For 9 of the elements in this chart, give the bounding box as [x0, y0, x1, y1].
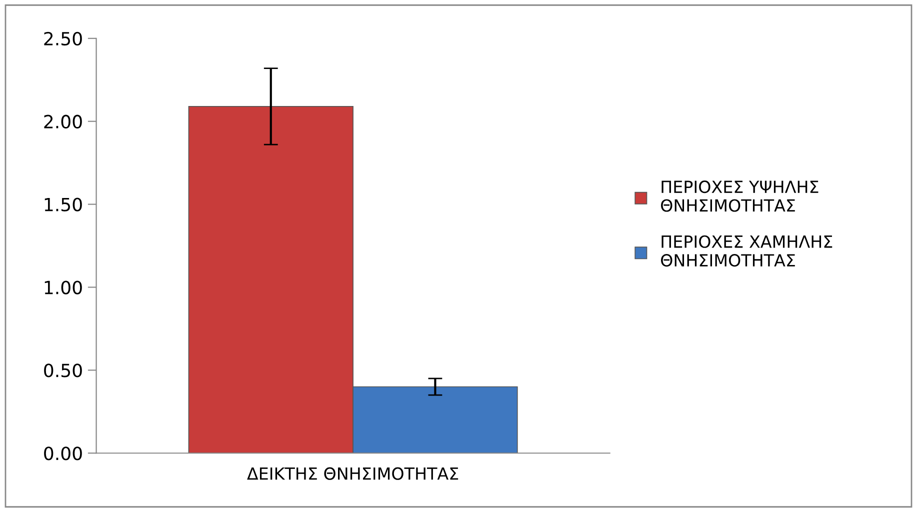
- legend-label: ΠΕΡΙΟΧΕΣ ΥΨΗΛΗΣ ΘΝΗΣΙΜΟΤΗΤΑΣ: [661, 180, 818, 212]
- x-tick-label: ΔΕΙΚΤΗΣ ΘΝΗΣΙΜΟΤΗΤΑΣ: [247, 467, 458, 480]
- y-tick-label: 1.50: [44, 198, 82, 212]
- y-tick-label: 0.00: [44, 446, 82, 460]
- y-tick-label: 2.00: [44, 114, 82, 128]
- y-tick-label: 0.50: [44, 364, 82, 378]
- legend-label: ΠΕΡΙΟΧΕΣ ΧΑΜΗΛΗΣ ΘΝΗΣΙΜΟΤΗΤΑΣ: [661, 235, 832, 267]
- y-tick-label: 1.00: [44, 280, 82, 294]
- y-tick-label: 2.50: [44, 32, 82, 46]
